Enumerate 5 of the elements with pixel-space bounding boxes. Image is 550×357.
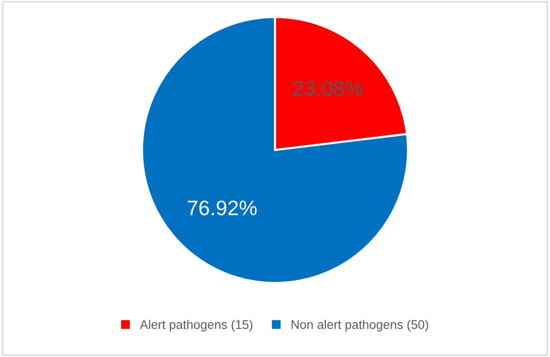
legend-label: Non alert pathogens (50) [292,320,428,332]
data-label: 23.08% [294,81,363,96]
legend-label: Alert pathogens (15) [140,320,252,332]
pie-slice [140,16,410,284]
data-label: 76.92% [188,200,257,216]
